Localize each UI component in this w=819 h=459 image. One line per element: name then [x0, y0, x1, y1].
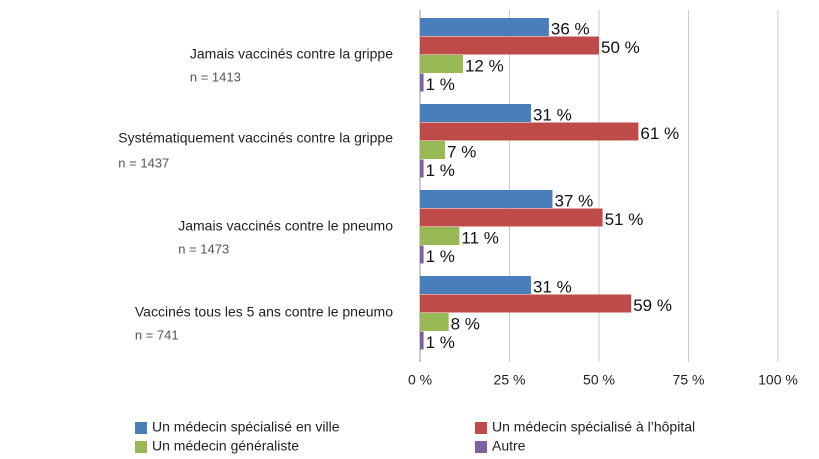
value-label: 59 %: [633, 296, 672, 315]
value-label: 11 %: [461, 228, 499, 247]
category-label: Jamais vaccinés contre le pneumo: [178, 218, 393, 234]
value-label: 7 %: [447, 142, 476, 161]
x-tick-label: 0 %: [408, 372, 432, 388]
bar: [420, 159, 424, 178]
bar: [420, 276, 531, 294]
legend-label: Un médecin spécialisé en ville: [152, 419, 340, 435]
bar: [420, 294, 632, 313]
legend-label: Un médecin généraliste: [152, 438, 299, 454]
value-label: 1 %: [426, 333, 455, 352]
value-label: 8 %: [451, 314, 480, 333]
bar: [420, 36, 599, 55]
category-note: n = 1473: [178, 241, 229, 256]
bar: [420, 73, 424, 92]
bar: [420, 313, 449, 331]
bar: [420, 227, 460, 245]
bar: [420, 245, 424, 264]
value-label: 37 %: [554, 191, 593, 210]
category-note: n = 1413: [190, 69, 241, 84]
value-label: 50 %: [601, 38, 640, 57]
value-label: 1 %: [426, 161, 455, 180]
legend-swatch: [475, 441, 487, 453]
bar: [420, 141, 446, 159]
x-tick-label: 25 %: [494, 372, 526, 388]
bar: [420, 104, 531, 122]
bar: [420, 122, 639, 141]
legend-label: Un médecin spécialisé à l’hôpital: [492, 419, 695, 435]
value-label: 61 %: [640, 124, 679, 143]
bar: [420, 55, 463, 73]
value-label: 51 %: [605, 210, 644, 229]
category-label: Vaccinés tous les 5 ans contre le pneumo: [135, 304, 393, 320]
value-label: 1 %: [426, 247, 455, 266]
value-label: 1 %: [426, 75, 455, 94]
category-note: n = 741: [135, 327, 179, 342]
bar: [420, 208, 603, 227]
category-label: Jamais vaccinés contre la grippe: [190, 46, 393, 62]
bar: [420, 331, 424, 350]
legend-swatch: [475, 422, 487, 434]
bar: [420, 190, 553, 208]
bar: [420, 18, 549, 36]
category-label: Systématiquement vaccinés contre la grip…: [118, 130, 393, 146]
category-note: n = 1437: [118, 155, 169, 170]
x-tick-label: 50 %: [583, 372, 615, 388]
legend-label: Autre: [492, 438, 526, 454]
value-label: 31 %: [533, 277, 572, 296]
x-tick-label: 100 %: [758, 372, 798, 388]
legend-swatch: [135, 441, 147, 453]
value-label: 36 %: [551, 19, 590, 38]
value-label: 12 %: [465, 56, 504, 75]
x-tick-label: 75 %: [673, 372, 705, 388]
value-label: 31 %: [533, 105, 572, 124]
legend-swatch: [135, 422, 147, 434]
